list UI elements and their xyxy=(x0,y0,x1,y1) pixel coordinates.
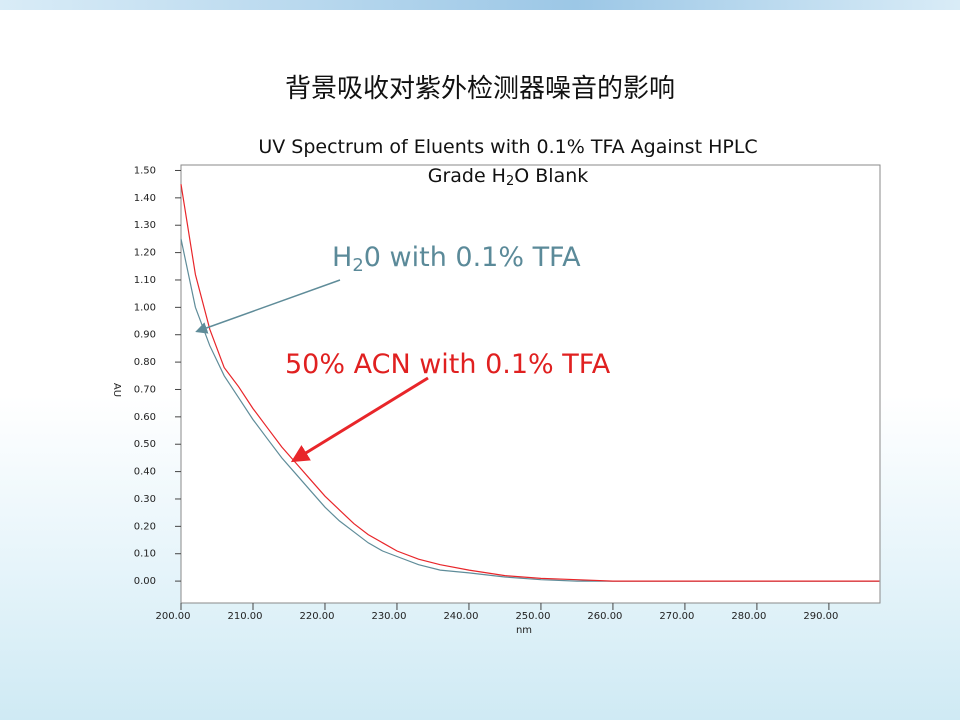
plot-frame xyxy=(180,164,881,604)
y-axis-label: AU xyxy=(111,383,122,397)
series-line xyxy=(180,238,880,582)
y-tick-label: 0.60 xyxy=(134,412,156,423)
annotation-arrow xyxy=(195,279,341,334)
x-tick-label: 220.00 xyxy=(299,611,334,622)
y-tick-label: 0.70 xyxy=(134,384,156,395)
y-tick-label: 1.00 xyxy=(134,302,156,313)
y-tick-label: 1.30 xyxy=(134,220,156,231)
x-axis-label: nm xyxy=(516,625,532,636)
annotation: 50% ACN with 0.1% TFA xyxy=(285,349,611,380)
y-tick-label: 0.80 xyxy=(134,357,156,368)
y-tick-label: 0.00 xyxy=(134,576,156,587)
x-tick-label: 270.00 xyxy=(659,611,694,622)
x-tick-label: 230.00 xyxy=(371,611,406,622)
y-tick-label: 0.40 xyxy=(134,467,156,478)
y-tick-label: 0.50 xyxy=(134,439,156,450)
y-tick-label: 0.10 xyxy=(134,549,156,560)
x-tick-label: 290.00 xyxy=(803,611,838,622)
y-tick-label: 1.50 xyxy=(134,165,156,176)
x-tick-label: 210.00 xyxy=(227,611,262,622)
x-tick-label: 260.00 xyxy=(587,611,622,622)
top-bar xyxy=(0,0,960,10)
x-tick-label: 240.00 xyxy=(443,611,478,622)
annotation-arrow xyxy=(290,376,429,463)
x-tick-label: 280.00 xyxy=(731,611,766,622)
annotation: H20 with 0.1% TFA xyxy=(332,242,581,277)
y-tick-label: 0.30 xyxy=(134,494,156,505)
x-tick-label: 200.00 xyxy=(156,611,191,622)
slide-title: 背景吸收对紫外检测器噪音的影响 xyxy=(285,74,675,104)
y-tick-label: 0.90 xyxy=(134,330,156,341)
y-tick-label: 0.20 xyxy=(134,521,156,532)
chart-title: Grade H2O Blank xyxy=(428,165,589,189)
y-tick-label: 1.40 xyxy=(134,193,156,204)
y-tick-label: 1.20 xyxy=(134,248,156,259)
chart-title: UV Spectrum of Eluents with 0.1% TFA Aga… xyxy=(258,136,757,158)
y-tick-label: 1.10 xyxy=(134,275,156,286)
series-line xyxy=(180,184,880,582)
x-tick-label: 250.00 xyxy=(515,611,550,622)
